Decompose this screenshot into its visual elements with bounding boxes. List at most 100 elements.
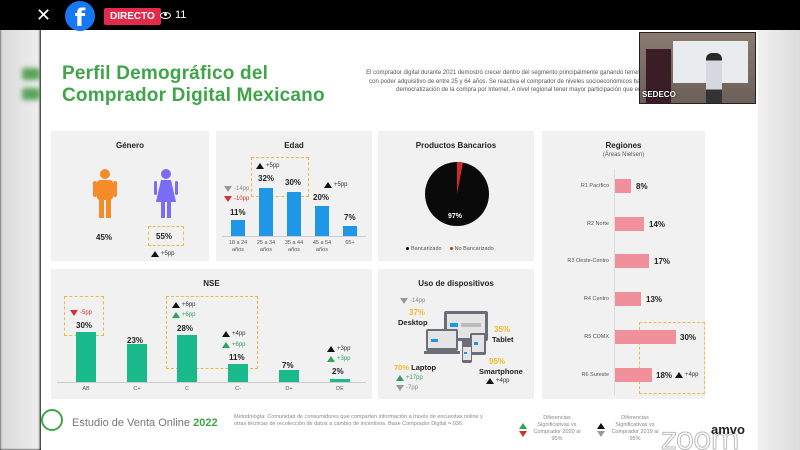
axis-label-text: 18 a 24	[228, 240, 248, 246]
region-value: 18%	[656, 371, 673, 380]
legend-label: Bancarizado	[411, 246, 442, 252]
region-value: 30%	[680, 333, 697, 342]
region-value: 17%	[654, 257, 671, 266]
highlight-box	[148, 226, 184, 246]
axis-label: DE	[336, 386, 344, 392]
facebook-logo-icon: f	[65, 1, 95, 31]
delta-de-green: +3pp	[327, 356, 351, 362]
bar-r6	[615, 368, 652, 382]
smartphone-delta: +4pp	[486, 378, 510, 384]
female-figure-icon	[154, 169, 178, 218]
triangle-up-icon	[486, 378, 494, 384]
tablet-label: Tablet	[492, 335, 514, 344]
bar-value: 20%	[313, 193, 330, 202]
triangle-up-icon	[327, 356, 335, 362]
legend-label: No Bancarizado	[454, 246, 494, 252]
panel-title: Productos Bancarios	[415, 141, 497, 150]
significance-2020-icon	[519, 423, 527, 437]
bar-value: 30%	[285, 178, 302, 187]
delta-value: +3pp	[337, 356, 351, 362]
delta-value: +4pp	[685, 372, 699, 378]
bar-65-plus	[343, 226, 357, 236]
bar-25-34	[259, 188, 273, 236]
region-label: R1 Pacífico	[580, 183, 609, 189]
bar-value: 2%	[332, 367, 344, 376]
intro-paragraph: El comprador digital durante 2021 demost…	[366, 70, 686, 93]
amvo-logo: amvo	[711, 422, 745, 437]
legend-2020: Diferencias Significativas vs Comprador …	[533, 415, 581, 442]
delta-value: -14pp	[410, 298, 426, 304]
highlight-box	[64, 296, 104, 336]
female-delta: +5pp	[151, 251, 175, 257]
region-value: 14%	[649, 220, 666, 229]
highlight-box	[166, 296, 258, 369]
panel-title: NSE	[203, 279, 220, 288]
axis-label: C+	[133, 386, 141, 392]
delta-c-green: +6pp	[172, 312, 196, 318]
zoom-watermark: zoom	[661, 422, 741, 450]
viewer-count-value: 11	[175, 9, 187, 21]
panel-title: Regiones	[605, 141, 642, 150]
blurred-background-left	[0, 0, 40, 450]
axis-line	[614, 169, 615, 395]
delta-value: +4pp	[232, 331, 246, 337]
delta-value: +6pp	[182, 302, 196, 308]
delta-value: +5pp	[266, 163, 280, 169]
delta-value: +17pp	[406, 375, 423, 381]
laptop-delta-grey: -7pp	[396, 385, 418, 391]
bar-ab	[76, 332, 96, 382]
pie-legend: Bancarizado No Bancarizado	[406, 246, 494, 252]
webcam-presenter	[706, 53, 722, 103]
desktop-label: Desktop	[398, 318, 428, 327]
desktop-pct: 37%	[409, 308, 426, 317]
triangle-up-icon	[172, 312, 180, 318]
bar-r1	[615, 179, 631, 193]
panel-edad: Edad +5pp -14pp -10pp +5pp 11% 32% 30% 2…	[216, 131, 372, 261]
pie-chart	[425, 162, 489, 226]
viewer-count: 11	[160, 9, 186, 21]
bar-r4	[615, 292, 641, 306]
live-stream-topbar: ✕ f DIRECTO 11	[0, 0, 800, 31]
laptop-delta-green: +17pp	[396, 375, 423, 381]
region-label: R4 Centro	[583, 296, 609, 302]
axis-label: 35 a 44 años	[280, 240, 308, 254]
webcam-overlay[interactable]: SEDECO	[639, 32, 756, 104]
bar-r3	[615, 254, 649, 268]
live-badge: DIRECTO	[104, 8, 161, 25]
delta-cm-green: +6pp	[222, 342, 246, 348]
bar-value: 11%	[230, 208, 246, 217]
axis-label-text: 65+	[345, 240, 355, 246]
region-label: R6 Sureste	[581, 372, 609, 378]
bar-c	[177, 335, 197, 382]
delta-value: -10pp	[234, 196, 250, 202]
bar-value: 7%	[282, 361, 294, 370]
axis-label-text: años	[260, 247, 272, 253]
bar-value: 23%	[127, 336, 144, 345]
delta-r6: +4pp	[675, 372, 699, 378]
significance-2019-icon	[597, 423, 605, 437]
study-title: Estudio de Venta Online 2022	[72, 417, 218, 429]
study-year: 2022	[193, 417, 218, 429]
axis-label: 45 a 54 años	[308, 240, 336, 254]
bar-value: 11%	[229, 353, 245, 362]
tablet-pct: 35%	[494, 325, 511, 334]
bar-value: 28%	[177, 324, 194, 333]
devices-icon	[424, 311, 488, 363]
axis-label-text: años	[288, 247, 300, 253]
webcam-label: SEDECO	[642, 90, 676, 99]
triangle-up-icon	[172, 302, 180, 308]
axis-label-text: años	[316, 247, 328, 253]
triangle-down-icon	[396, 385, 404, 391]
webcam-door	[646, 49, 671, 103]
axis-label: 18 a 24 años	[224, 240, 252, 254]
eye-icon	[160, 11, 171, 19]
axis-label: D+	[285, 386, 293, 392]
laptop-pct: 70%	[394, 363, 410, 372]
laptop-label: Laptop	[411, 363, 437, 372]
triangle-up-icon	[256, 163, 264, 169]
delta-18-red: -10pp	[224, 196, 249, 202]
close-icon[interactable]: ✕	[36, 5, 52, 25]
smartphone-pct: 95%	[489, 357, 506, 366]
methodology-note: Metodología: Comunidad de consumidores q…	[234, 414, 483, 427]
